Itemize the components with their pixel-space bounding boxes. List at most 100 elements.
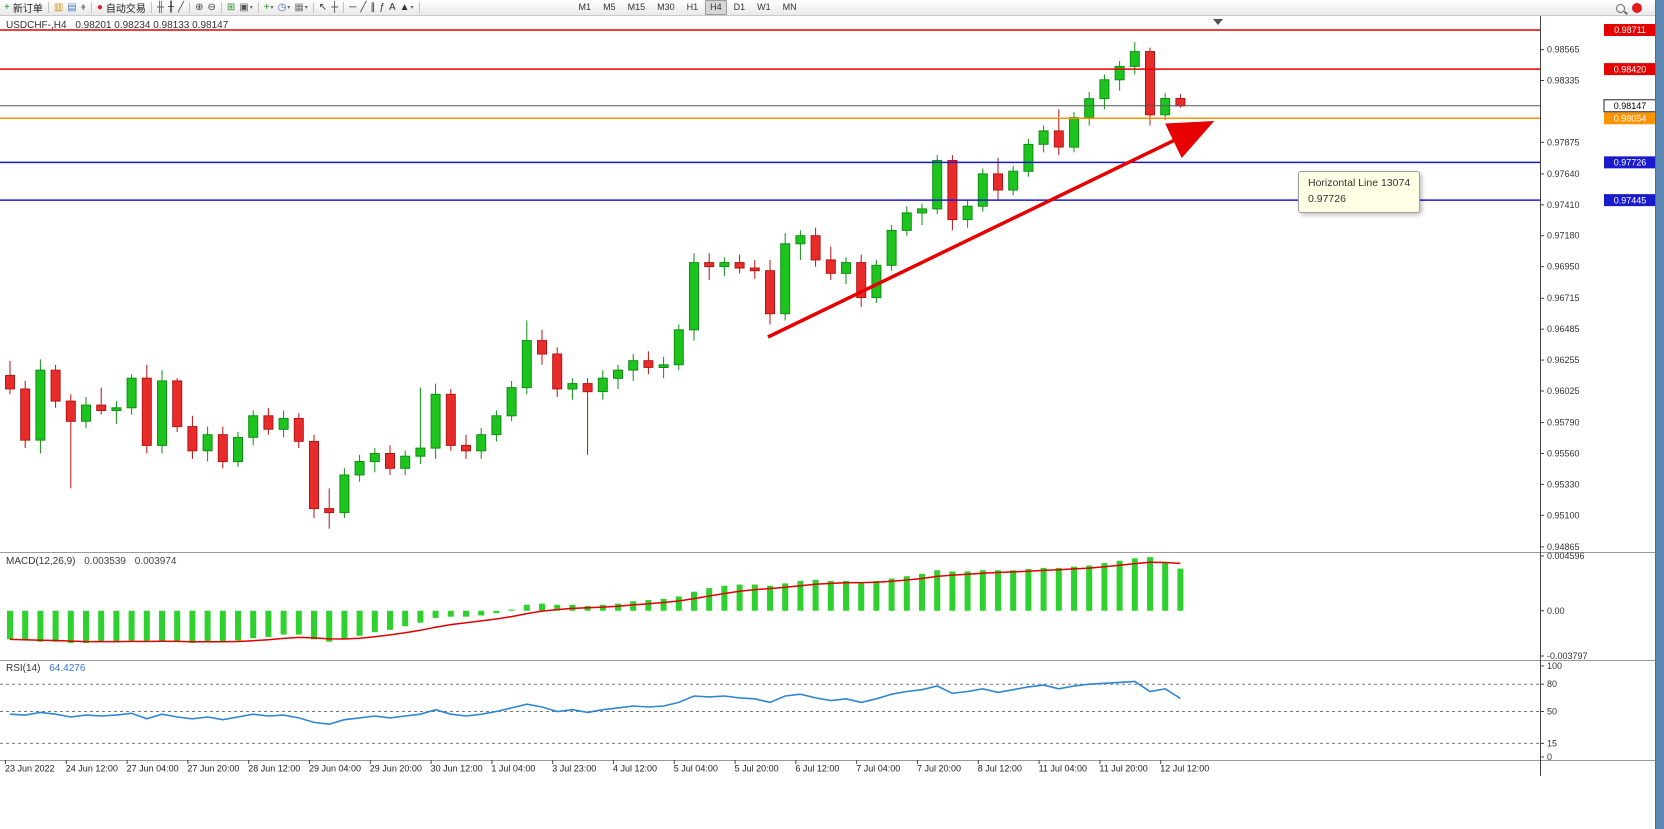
fibonacci-tool-icon-glyph: ƒ: [379, 1, 385, 13]
trendline-tool-icon[interactable]: ╱: [358, 1, 368, 15]
zoom-in-icon[interactable]: ⊕: [193, 1, 205, 15]
shapes-tool-icon[interactable]: ▲ ▾: [398, 1, 416, 15]
rsi-label: RSI(14): [6, 663, 41, 674]
svg-text:28 Jun 12:00: 28 Jun 12:00: [248, 764, 300, 774]
svg-text:0.97640: 0.97640: [1547, 169, 1580, 179]
svg-text:0.96950: 0.96950: [1547, 262, 1580, 272]
fibonacci-tool-icon[interactable]: ƒ: [377, 1, 387, 15]
auto-trading-button-label: 自动交易: [105, 4, 146, 15]
svg-text:0.97410: 0.97410: [1547, 200, 1580, 210]
timeframe-M1[interactable]: M1: [578, 2, 592, 12]
bar-chart-icon[interactable]: ╫: [155, 1, 166, 15]
data-window-icon-glyph: ▤: [67, 1, 77, 13]
new-order-button-glyph: +: [4, 1, 10, 13]
timeframe-H4[interactable]: H4: [705, 0, 727, 15]
svg-text:0.96025: 0.96025: [1547, 386, 1580, 396]
toolbar-separator: [343, 2, 345, 13]
panel-frame: [0, 16, 1656, 776]
indicators-icon[interactable]: + ▾: [262, 1, 276, 15]
price-label-0.97726: 0.97726: [1604, 156, 1656, 169]
svg-text:8 Jul 12:00: 8 Jul 12:00: [978, 764, 1022, 774]
timeframe-M5[interactable]: M5: [603, 2, 616, 12]
search-icon[interactable]: [1616, 3, 1625, 13]
chart-template-icon[interactable]: ▦ ▾: [292, 1, 309, 15]
svg-text:0.98335: 0.98335: [1547, 76, 1580, 86]
chart-template-icon-glyph: ▦: [294, 1, 304, 13]
svg-text:11 Jul 20:00: 11 Jul 20:00: [1099, 764, 1147, 774]
svg-text:0.96715: 0.96715: [1547, 293, 1580, 303]
svg-text:5 Jul 04:00: 5 Jul 04:00: [674, 764, 718, 774]
alerts-icon[interactable]: ♦: [79, 1, 88, 15]
text-tool-icon[interactable]: A: [387, 1, 398, 15]
chart-shift-marker[interactable]: [1213, 19, 1223, 25]
time-scale[interactable]: 23 Jun 2022 24 Jun 12:00 27 Jun 04:00 27 Ju…: [5, 760, 1209, 774]
rsi-layer: [0, 680, 1540, 744]
svg-text:0.97726: 0.97726: [1614, 158, 1647, 168]
auto-trading-button[interactable]: ● 自动交易: [95, 1, 148, 16]
channel-tool-icon[interactable]: ∥: [368, 1, 377, 15]
candlestick-icon[interactable]: ╂: [166, 1, 176, 15]
market-watch-icon-glyph: ▥: [53, 1, 64, 13]
new-order-button[interactable]: + 新订单: [2, 1, 45, 16]
tooltip-title: Horizontal Line 13074: [1308, 177, 1411, 189]
data-window-icon[interactable]: ▤: [65, 1, 78, 15]
cursor-icon[interactable]: ↖: [317, 1, 329, 15]
svg-text:11 Jul 04:00: 11 Jul 04:00: [1039, 764, 1087, 774]
svg-text:12 Jul 12:00: 12 Jul 12:00: [1160, 764, 1209, 774]
svg-text:0.94865: 0.94865: [1547, 542, 1580, 552]
svg-text:0.95790: 0.95790: [1547, 418, 1580, 428]
dropdown-caret-icon[interactable]: ▾: [249, 5, 253, 11]
toolbar-separator: [90, 2, 92, 13]
dropdown-caret-icon[interactable]: ▾: [287, 5, 291, 11]
dropdown-caret-icon[interactable]: ▾: [410, 5, 414, 11]
svg-text:0.98711: 0.98711: [1614, 25, 1646, 35]
toolbar-right: [1616, 1, 1642, 15]
timeframe-MN[interactable]: MN: [782, 2, 797, 12]
timeframe-W1[interactable]: W1: [757, 2, 771, 12]
svg-text:0.98147: 0.98147: [1614, 101, 1647, 111]
svg-text:0.97445: 0.97445: [1614, 195, 1647, 205]
crosshair-icon[interactable]: ┼: [329, 1, 340, 15]
timeframe-H1[interactable]: H1: [686, 2, 699, 12]
svg-text:0.95330: 0.95330: [1547, 479, 1580, 489]
toolbar-separator: [312, 2, 314, 13]
svg-text:27 Jun 04:00: 27 Jun 04:00: [127, 764, 179, 774]
toolbar: + 新订单 ▥ ▤ ♦ ● 自动交易 ╫ ╂ ╱ ⊕ ⊖ ⊞ ▣ ▾ + ▾ ◷ ▾ ▦ ▾ ↖ ┼ ─ ╱ ∥ ƒ A ▲ ▾ M1 M5…: [0, 0, 1656, 16]
timeframe-M30[interactable]: M30: [657, 2, 675, 12]
timeframe-D1[interactable]: D1: [733, 2, 746, 12]
toolbar-left: + 新订单 ▥ ▤ ♦ ● 自动交易 ╫ ╂ ╱ ⊕ ⊖ ⊞ ▣ ▾ + ▾ ◷ ▾ ▦ ▾ ↖ ┼ ─ ╱ ∥ ƒ A ▲ ▾: [2, 1, 423, 15]
cascade-windows-icon-glyph: ▣: [239, 1, 249, 13]
macd-main-value: 0.003539: [84, 556, 126, 567]
clock-icon[interactable]: ◷ ▾: [276, 1, 293, 15]
svg-text:30 Jun 12:00: 30 Jun 12:00: [431, 764, 483, 774]
toolbar-separator: [257, 2, 259, 13]
svg-text:0.97875: 0.97875: [1547, 137, 1580, 147]
svg-text:0.97180: 0.97180: [1547, 231, 1580, 241]
tile-windows-icon[interactable]: ⊞: [225, 1, 237, 15]
timeframe-M15[interactable]: M15: [627, 2, 646, 12]
horizontal-line-tool-icon[interactable]: ─: [347, 1, 358, 15]
svg-text:0.98565: 0.98565: [1547, 45, 1580, 55]
zoom-out-icon-glyph: ⊖: [207, 1, 216, 13]
dropdown-caret-icon[interactable]: ▾: [270, 5, 274, 11]
price-scale[interactable]: 0.98565 0.98335 0.97875 0.97640 0.97410 0.971…: [1540, 45, 1588, 762]
price-label-current: 0.98147: [1603, 99, 1657, 113]
line-chart-icon[interactable]: ╱: [176, 1, 186, 15]
zoom-out-icon[interactable]: ⊖: [205, 1, 217, 15]
svg-text:15: 15: [1547, 738, 1557, 748]
price-label-0.97445: 0.97445: [1604, 194, 1656, 207]
notification-badge[interactable]: [1632, 3, 1642, 13]
trend-arrow[interactable]: [767, 120, 1215, 339]
market-watch-icon[interactable]: ▥: [52, 1, 65, 15]
svg-text:0.004596: 0.004596: [1547, 551, 1585, 561]
window-edge: [1655, 0, 1664, 829]
bar-chart-icon-glyph: ╫: [156, 1, 164, 13]
svg-text:23 Jun 2022: 23 Jun 2022: [5, 764, 55, 774]
svg-text:27 Jun 20:00: 27 Jun 20:00: [187, 764, 239, 774]
dropdown-caret-icon[interactable]: ▾: [304, 5, 308, 11]
text-tool-icon-glyph: A: [388, 1, 396, 13]
cascade-windows-icon[interactable]: ▣ ▾: [237, 1, 254, 15]
tile-windows-icon-glyph: ⊞: [226, 1, 236, 13]
